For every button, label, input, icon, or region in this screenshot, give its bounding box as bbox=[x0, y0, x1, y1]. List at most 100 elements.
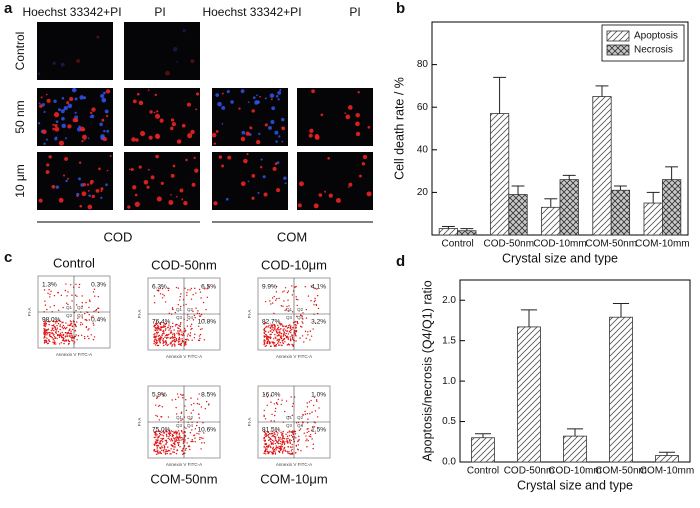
event-dot bbox=[184, 441, 186, 443]
event-dot bbox=[60, 294, 63, 297]
event-dot bbox=[273, 342, 276, 344]
event-dot bbox=[182, 432, 184, 434]
event-dot bbox=[163, 431, 165, 434]
event-dot bbox=[306, 446, 308, 448]
bar bbox=[655, 455, 679, 463]
event-dot bbox=[278, 438, 280, 440]
quadrant-percent: 4.1% bbox=[311, 284, 326, 291]
event-dot bbox=[187, 289, 189, 291]
event-dot bbox=[274, 333, 276, 336]
event-dot bbox=[172, 322, 174, 325]
event-dot bbox=[196, 402, 199, 405]
event-dot bbox=[67, 343, 70, 345]
event-dot bbox=[181, 338, 183, 340]
quadrant-label: Q3 bbox=[286, 423, 293, 428]
event-dot bbox=[202, 437, 204, 440]
event-dot bbox=[185, 427, 187, 429]
event-dot bbox=[263, 439, 265, 442]
nucleus-dot bbox=[221, 105, 226, 110]
event-dot bbox=[153, 342, 155, 345]
nucleus-dot bbox=[39, 104, 43, 108]
event-dot bbox=[153, 325, 155, 328]
event-dot bbox=[310, 285, 313, 287]
event-dot bbox=[87, 335, 89, 338]
nucleus-dot bbox=[345, 114, 351, 120]
event-dot bbox=[71, 328, 74, 331]
nucleus-dot bbox=[298, 181, 304, 187]
event-dot bbox=[274, 410, 276, 413]
event-dot bbox=[270, 442, 273, 445]
event-dot bbox=[314, 287, 316, 290]
event-dot bbox=[281, 344, 283, 347]
nucleus-dot bbox=[324, 190, 327, 193]
event-dot bbox=[44, 341, 46, 343]
event-dot bbox=[88, 299, 91, 301]
event-dot bbox=[198, 335, 201, 337]
event-dot bbox=[158, 430, 160, 433]
event-dot bbox=[174, 340, 177, 343]
event-dot bbox=[295, 329, 298, 332]
event-dot bbox=[166, 333, 168, 336]
event-dot bbox=[309, 330, 312, 332]
quadrant-label: Q2 bbox=[77, 305, 84, 310]
event-dot bbox=[285, 438, 288, 440]
event-dot bbox=[194, 287, 196, 290]
event-dot bbox=[87, 329, 89, 331]
event-dot bbox=[72, 340, 74, 342]
event-dot bbox=[167, 326, 169, 328]
nucleus-dot bbox=[101, 97, 107, 103]
nucleus-dot bbox=[274, 162, 278, 166]
event-dot bbox=[286, 305, 288, 308]
event-dot bbox=[195, 292, 197, 294]
event-dot bbox=[301, 335, 304, 337]
event-dot bbox=[57, 330, 60, 333]
event-dot bbox=[279, 449, 282, 452]
event-dot bbox=[206, 288, 208, 290]
event-dot bbox=[280, 335, 283, 337]
nucleus-dot bbox=[87, 189, 90, 192]
event-dot bbox=[271, 439, 274, 442]
nucleus-dot bbox=[243, 158, 248, 164]
event-dot bbox=[289, 431, 291, 433]
event-dot bbox=[310, 299, 312, 302]
nucleus-dot bbox=[55, 185, 60, 189]
event-dot bbox=[190, 440, 192, 443]
event-dot bbox=[270, 451, 273, 453]
event-dot bbox=[167, 446, 169, 448]
event-dot bbox=[63, 342, 65, 345]
row-label: 50 nm bbox=[13, 100, 27, 133]
event-dot bbox=[153, 295, 156, 297]
event-dot bbox=[275, 449, 277, 451]
event-dot bbox=[177, 442, 179, 444]
nucleus-dot bbox=[247, 101, 250, 104]
event-dot bbox=[307, 428, 309, 430]
event-dot bbox=[61, 331, 63, 334]
event-dot bbox=[192, 319, 195, 321]
event-dot bbox=[171, 399, 173, 401]
event-dot bbox=[273, 420, 275, 422]
nucleus-dot bbox=[38, 198, 43, 203]
event-dot bbox=[292, 326, 294, 329]
nucleus-dot bbox=[179, 188, 184, 193]
nucleus-dot bbox=[272, 166, 277, 171]
nucleus-dot bbox=[54, 124, 58, 128]
event-dot bbox=[163, 451, 165, 453]
event-dot bbox=[165, 443, 167, 446]
flow-axis-label: Annexin V FITC-A bbox=[276, 462, 312, 467]
event-dot bbox=[50, 290, 52, 293]
row-label: 10 μm bbox=[13, 164, 27, 198]
event-dot bbox=[273, 440, 275, 442]
event-dot bbox=[282, 440, 284, 442]
event-dot bbox=[271, 430, 273, 432]
event-dot bbox=[49, 331, 51, 334]
event-dot bbox=[65, 327, 67, 330]
event-dot bbox=[67, 324, 69, 326]
event-dot bbox=[263, 393, 265, 396]
event-dot bbox=[64, 336, 66, 338]
event-dot bbox=[275, 343, 278, 346]
event-dot bbox=[153, 448, 156, 451]
event-dot bbox=[182, 448, 184, 450]
event-dot bbox=[178, 338, 181, 340]
event-dot bbox=[60, 342, 62, 344]
event-dot bbox=[283, 337, 285, 340]
